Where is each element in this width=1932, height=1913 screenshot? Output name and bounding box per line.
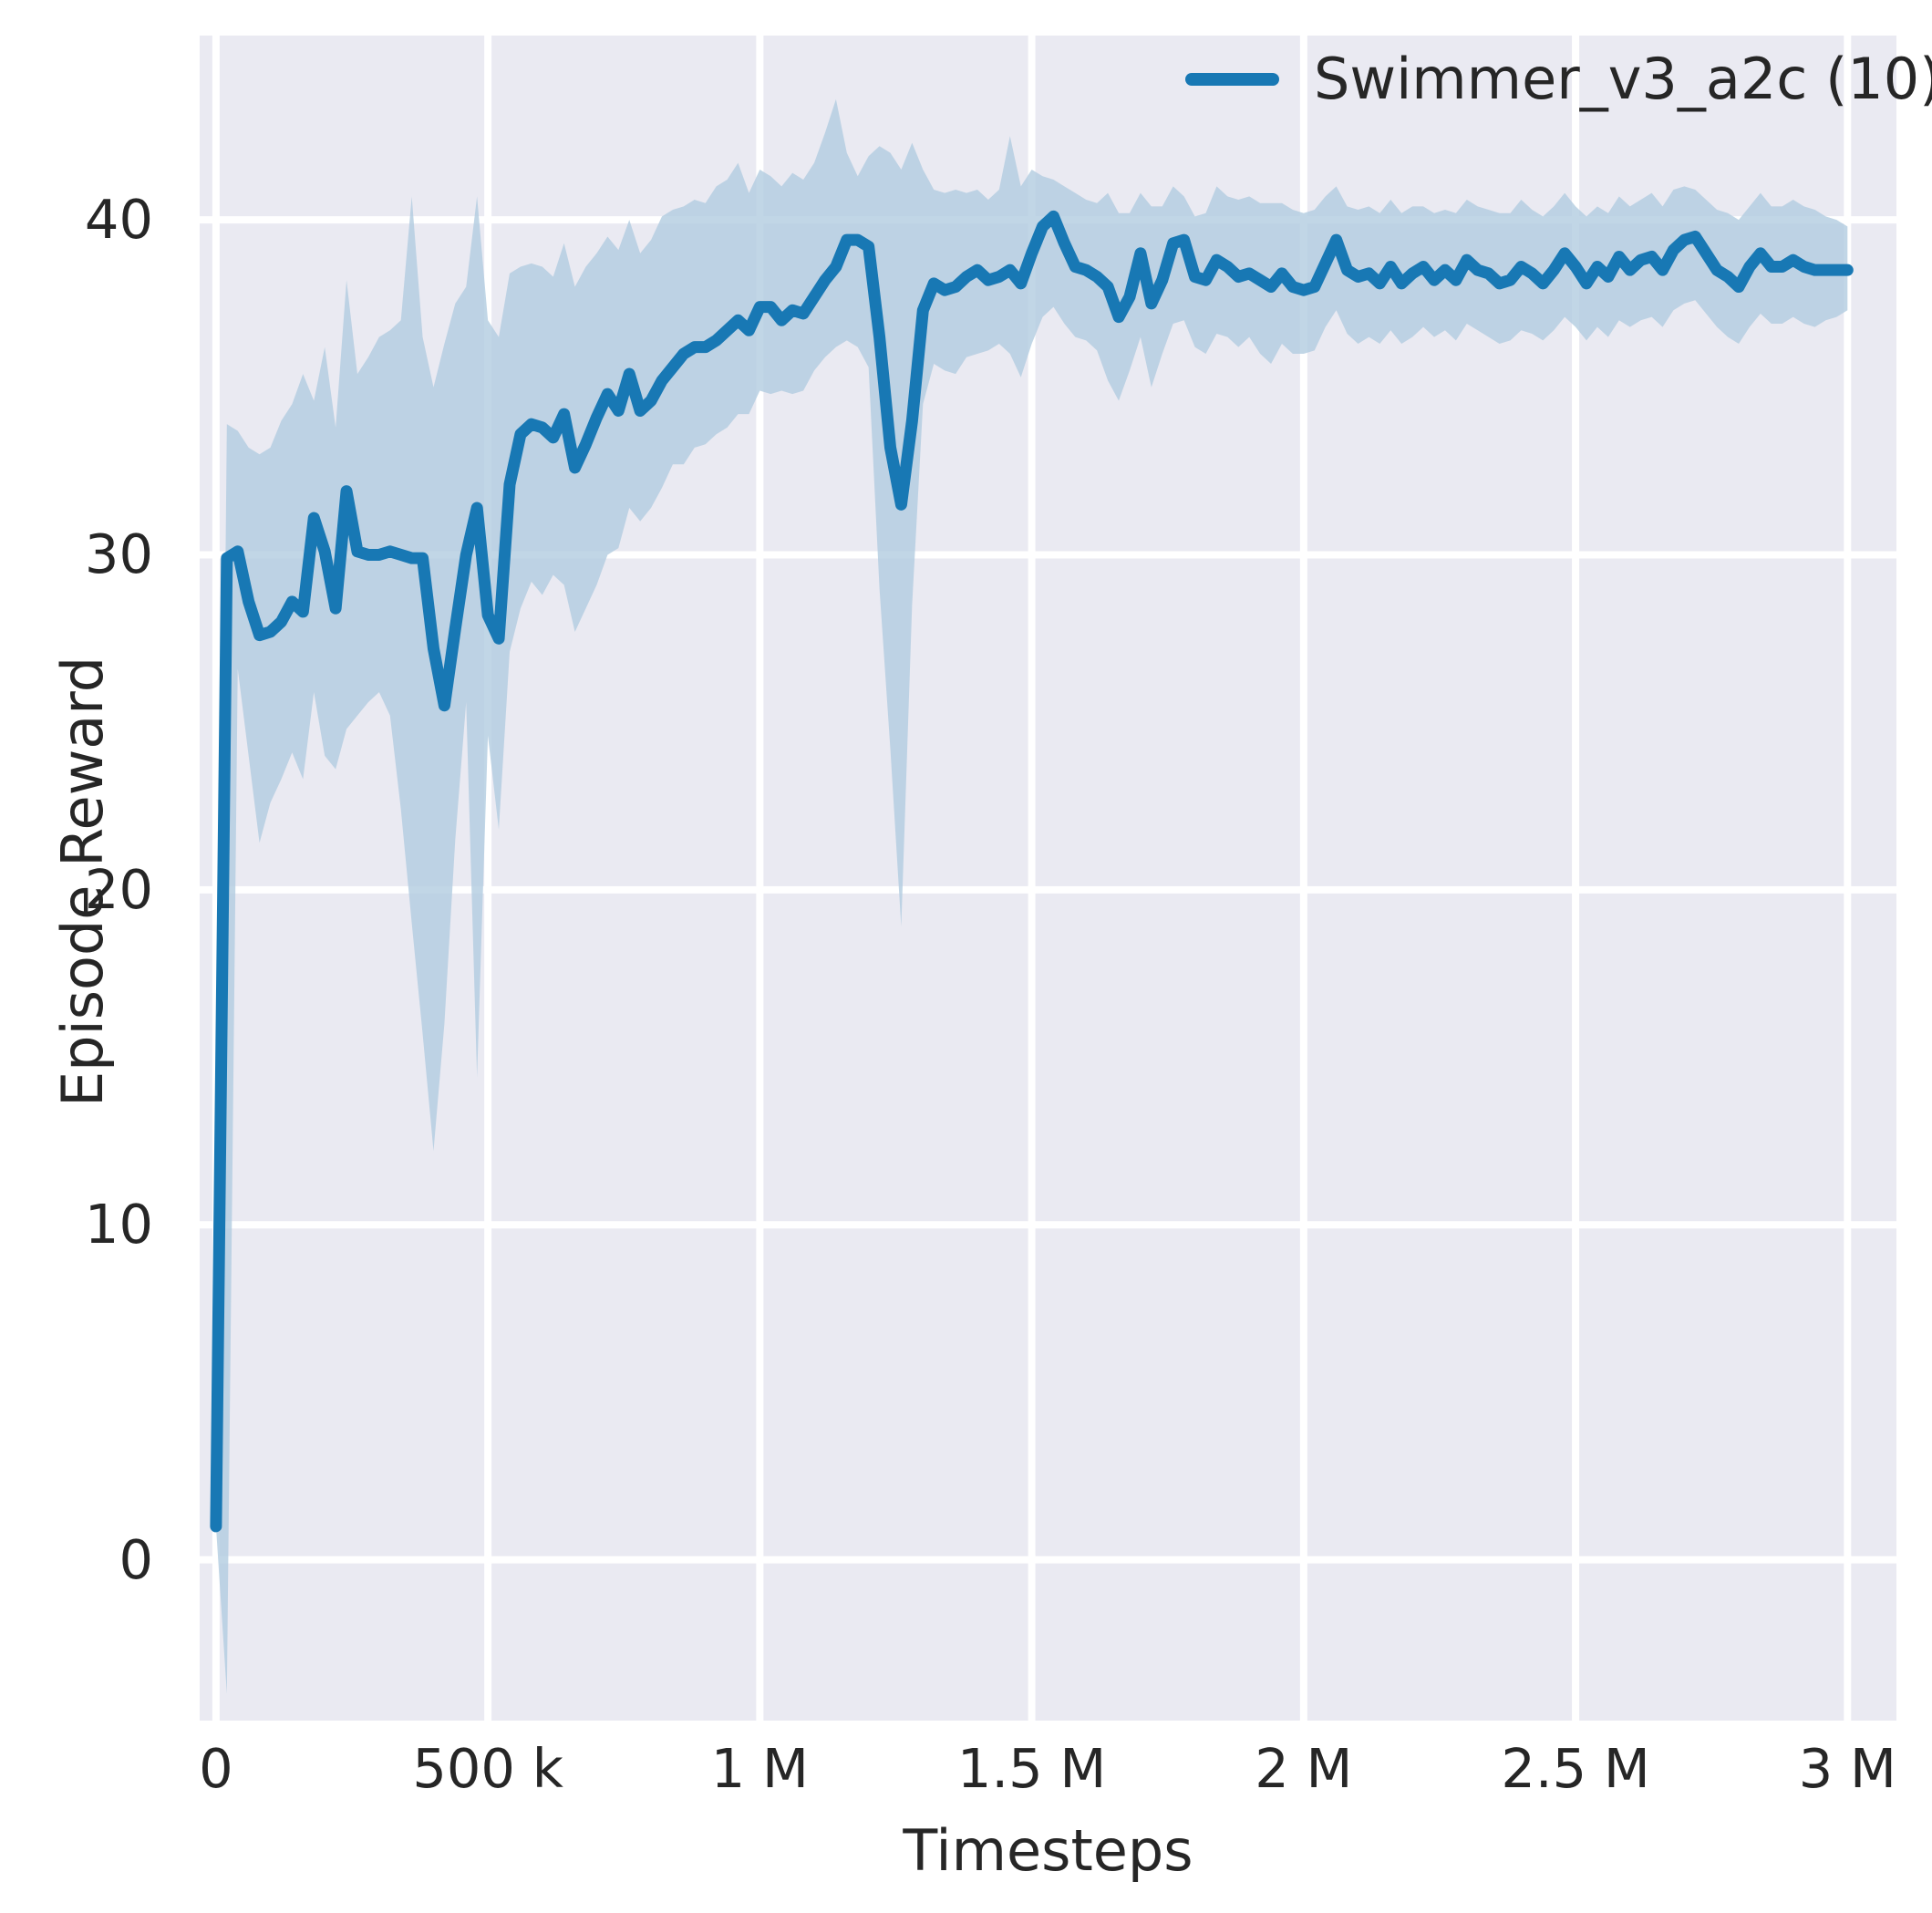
x-tick-label: 1.5 M	[956, 1737, 1107, 1800]
x-tick-label: 3 M	[1798, 1737, 1896, 1800]
x-tick-label: 2.5 M	[1501, 1737, 1650, 1800]
legend-line-swatch	[1185, 73, 1279, 86]
x-tick-label: 1 M	[710, 1737, 809, 1800]
y-tick-label: 40	[84, 188, 153, 252]
series-line	[210, 210, 1854, 1533]
x-tick-label: 0	[199, 1737, 233, 1800]
plot-area	[200, 36, 1896, 1721]
legend-label: Swimmer_v3_a2c (10)	[1314, 46, 1932, 112]
y-tick-label: 10	[84, 1193, 153, 1256]
x-tick-label: 2 M	[1255, 1737, 1353, 1800]
confidence-band	[215, 98, 1848, 1694]
y-tick-label: 20	[84, 857, 153, 921]
x-tick-label: 500 k	[412, 1737, 563, 1800]
legend: Swimmer_v3_a2c (10)	[1176, 41, 1932, 118]
x-axis-label: Timesteps	[903, 1817, 1193, 1884]
y-tick-label: 30	[84, 522, 153, 586]
plot-canvas	[200, 36, 1896, 1721]
y-tick-label: 0	[119, 1527, 153, 1591]
